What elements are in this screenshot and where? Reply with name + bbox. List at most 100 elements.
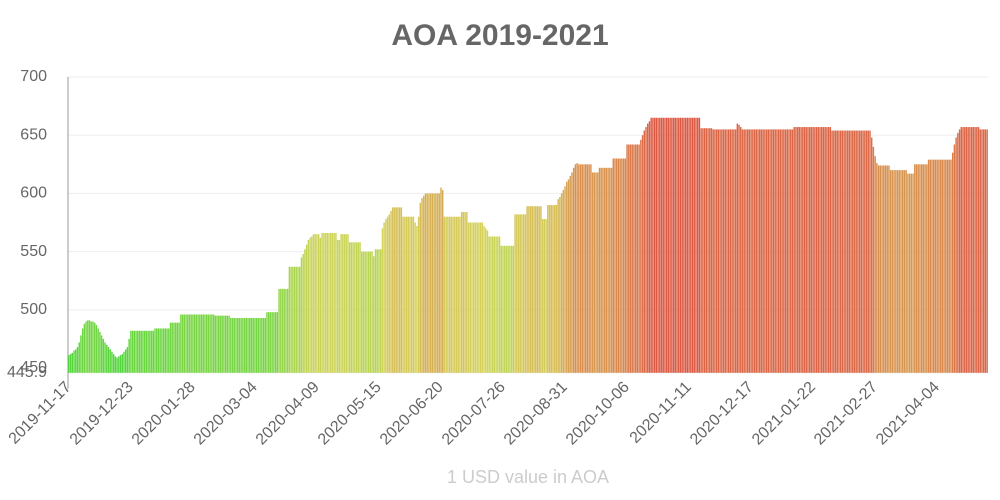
- bar: [109, 349, 111, 373]
- bar: [426, 193, 428, 373]
- bar: [803, 127, 806, 373]
- y-tick-label: 650: [20, 126, 47, 143]
- bar: [250, 317, 253, 373]
- x-tick-label: 2021-01-22: [749, 379, 819, 449]
- bar: [917, 164, 919, 373]
- bar: [574, 164, 577, 373]
- bar: [257, 317, 260, 373]
- bar: [683, 117, 685, 373]
- bar: [202, 314, 204, 373]
- bar: [183, 314, 186, 373]
- bar: [459, 216, 461, 373]
- bar: [750, 129, 752, 373]
- bar: [836, 130, 838, 373]
- bar: [814, 127, 816, 373]
- bar: [691, 117, 694, 373]
- bar: [745, 129, 747, 373]
- bar: [345, 234, 347, 373]
- bar: [107, 347, 110, 373]
- bar: [729, 129, 732, 373]
- bar: [414, 222, 416, 373]
- bar: [452, 216, 454, 373]
- bar: [412, 216, 415, 373]
- bar: [541, 219, 544, 373]
- bar: [166, 328, 168, 373]
- bar: [195, 314, 198, 373]
- bar: [753, 129, 756, 373]
- bar: [228, 315, 230, 373]
- bar: [467, 222, 470, 373]
- bar: [486, 230, 489, 373]
- bar: [957, 132, 959, 373]
- bar: [902, 170, 904, 373]
- bar: [330, 232, 332, 373]
- bar: [777, 129, 780, 373]
- bar: [409, 216, 411, 373]
- bar: [159, 328, 161, 373]
- bar: [733, 129, 735, 373]
- bar: [510, 245, 513, 373]
- bar: [307, 239, 310, 373]
- bar: [891, 170, 894, 373]
- bar: [877, 165, 880, 373]
- bar: [317, 234, 320, 373]
- bar: [674, 117, 677, 373]
- bar: [174, 322, 177, 373]
- y-tick-label: 450: [20, 359, 47, 376]
- bar: [986, 129, 988, 373]
- bar: [393, 207, 396, 373]
- bar: [858, 130, 861, 373]
- bar: [764, 129, 766, 373]
- bar: [579, 164, 582, 373]
- y-tick-label: 700: [20, 68, 47, 85]
- bar: [595, 172, 597, 373]
- bar: [622, 158, 625, 373]
- bar: [765, 129, 768, 373]
- bar: [846, 130, 849, 373]
- bar: [965, 127, 968, 373]
- bar: [614, 158, 616, 373]
- bar: [457, 216, 459, 373]
- bar: [328, 232, 330, 373]
- bar: [908, 173, 911, 373]
- bar: [748, 129, 751, 373]
- bar: [838, 130, 840, 373]
- bar: [137, 330, 139, 373]
- bar: [383, 222, 385, 373]
- bar: [924, 164, 926, 373]
- bar: [559, 196, 561, 373]
- bar: [760, 129, 763, 373]
- bar: [192, 314, 194, 373]
- bar: [255, 317, 258, 373]
- bar: [236, 317, 239, 373]
- bar: [398, 207, 401, 373]
- bar: [123, 351, 125, 373]
- bar: [864, 130, 866, 373]
- bar: [769, 129, 771, 373]
- bar: [445, 216, 447, 373]
- bar: [724, 129, 726, 373]
- bar: [702, 128, 704, 373]
- bar: [634, 144, 637, 373]
- bar: [950, 159, 952, 373]
- bar: [450, 216, 453, 373]
- bar: [553, 205, 556, 373]
- bar: [230, 317, 232, 373]
- bar: [900, 170, 902, 373]
- bar: [822, 127, 825, 373]
- bar: [481, 222, 484, 373]
- bar: [845, 130, 847, 373]
- bar: [214, 315, 217, 373]
- bar: [889, 170, 892, 373]
- bar: [645, 127, 647, 373]
- bar: [703, 128, 706, 373]
- bar: [951, 152, 954, 373]
- bar: [833, 130, 835, 373]
- bar: [557, 199, 559, 373]
- bar: [781, 129, 783, 373]
- bar: [540, 206, 542, 373]
- bar: [605, 167, 608, 373]
- bar: [855, 130, 857, 373]
- bar: [483, 226, 485, 373]
- bar: [578, 164, 580, 373]
